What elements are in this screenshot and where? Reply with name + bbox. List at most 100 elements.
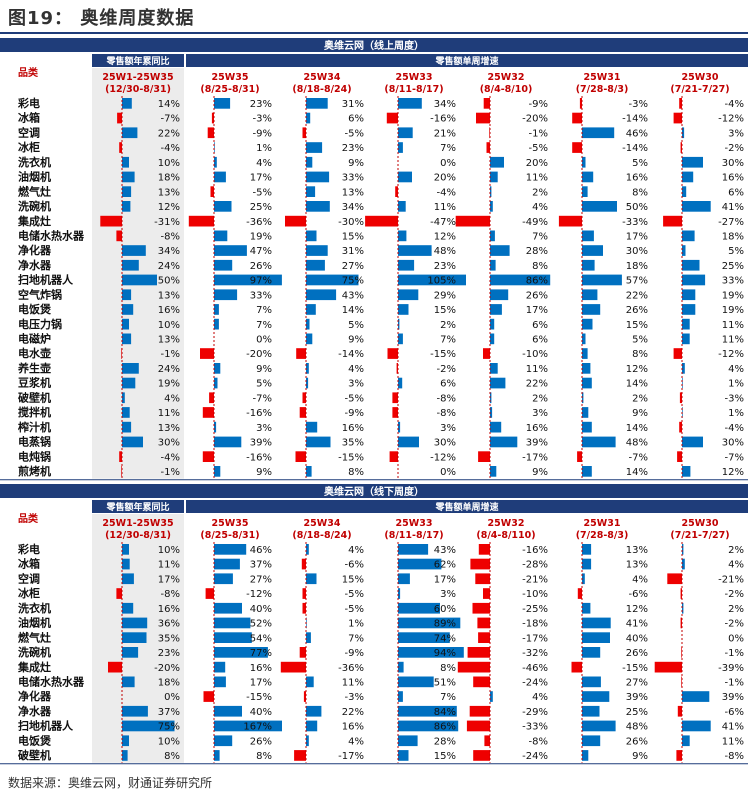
table-1-bar (306, 112, 311, 124)
table-1-value-label: -8% (437, 393, 456, 404)
table-2-value-label: 1% (348, 619, 364, 630)
table-1-value-label: 21% (434, 128, 456, 139)
table-1-bar (116, 230, 122, 242)
table-1-bar (582, 156, 586, 168)
table-2-value-label: 86% (434, 722, 456, 733)
table-1-bar (207, 127, 214, 139)
table-1-value-label: 24% (158, 261, 180, 272)
table-2-bar (122, 573, 134, 585)
table-1-value-label: 26% (526, 290, 548, 301)
table-2-bar (306, 544, 309, 555)
table-2-row-category: 集成灶 (17, 660, 51, 674)
table-1-value-label: 5% (632, 335, 648, 346)
table-1-value-label: 8% (632, 187, 648, 198)
table-2-value-label: -8% (161, 589, 180, 600)
table-1-value-label: -9% (529, 99, 548, 110)
table-1-value-label: 11% (722, 320, 744, 331)
table-2-bar (466, 720, 490, 732)
table-1-bar (682, 304, 696, 315)
table-1-value-label: -14% (622, 143, 648, 154)
table-1-value-label: 7% (532, 231, 548, 242)
table-2-value-label: 74% (434, 633, 456, 644)
table-2-bar (582, 750, 589, 761)
table-2-value-label: -6% (725, 707, 744, 718)
table-2-value-label: -15% (622, 663, 648, 674)
table-2-value-label: -39% (718, 663, 744, 674)
table-1-value-label: 31% (342, 246, 364, 257)
table-1-bar (455, 215, 490, 227)
table-2-bar (122, 735, 129, 747)
table-1-bar (306, 421, 318, 433)
table-1-value-label: 6% (532, 335, 548, 346)
table-1-bar (395, 186, 398, 197)
table-2-bar (214, 750, 220, 761)
table-1-bar (214, 436, 242, 448)
table-2-bar (122, 558, 130, 570)
table-1-bar (122, 333, 132, 345)
table-1-bar (398, 127, 413, 139)
table-1-bar (582, 407, 589, 418)
table-1-bar (682, 274, 706, 286)
table-1-row-category: 电饭煲 (18, 302, 52, 316)
table-1-value-label: -1% (161, 467, 180, 478)
table-1-col-range: (8/25-8/31) (200, 84, 259, 95)
table-1-bar (679, 392, 682, 404)
table-2-col-header: 25W34 (304, 518, 341, 529)
table-2-bar (469, 705, 490, 717)
table-2-value-label: 15% (342, 574, 364, 585)
table-1-value-label: 8% (532, 261, 548, 272)
table-1-value-label: -1% (529, 128, 548, 139)
table-1-bar (306, 186, 316, 197)
table-1-bar (306, 304, 316, 315)
table-1-value-label: 4% (728, 364, 744, 375)
table-2-bar (306, 573, 317, 585)
table-2-value-label: 11% (722, 736, 744, 747)
table-1-bar (214, 156, 217, 168)
table-1-value-label: 97% (250, 276, 272, 287)
table-2-row-category: 电储水热水器 (18, 674, 85, 688)
table-1-bar (398, 142, 403, 153)
table-1-bar (396, 363, 398, 374)
table-1-bar (682, 436, 703, 448)
table-1-value-label: -14% (622, 114, 648, 125)
table-2-value-label: 77% (250, 648, 272, 659)
table-1-bar (582, 392, 584, 404)
table-2-value-label: 52% (250, 619, 272, 630)
table-1-bar (306, 245, 328, 256)
table-1-bar (214, 377, 218, 389)
table-2-bar (294, 750, 306, 761)
table-1-bar (558, 215, 582, 227)
table-2-value-label: 51% (434, 677, 456, 688)
table-1-value-label: 13% (158, 290, 180, 301)
table-1-bar (398, 421, 401, 433)
table-1-value-label: 3% (256, 423, 272, 434)
table-1-value-label: 25% (722, 261, 744, 272)
table-2-bar (472, 602, 490, 614)
table-1-bar (490, 171, 498, 183)
table-2-value-label: -10% (522, 589, 548, 600)
table-1-group-band-2 (186, 54, 748, 67)
table-1-value-label: -4% (161, 143, 180, 154)
table-1-col-range: (8/11-8/17) (384, 84, 443, 95)
table-2-value-label: 4% (532, 692, 548, 703)
table-1-bar (490, 363, 498, 374)
table-1-bar (122, 421, 132, 433)
table-1-value-label: 17% (526, 305, 548, 316)
table-1-value-label: 10% (158, 158, 180, 169)
table-1-bar (682, 289, 696, 301)
table-1-value-label: 19% (250, 231, 272, 242)
table-1-bar (490, 377, 506, 389)
table-1-bar (306, 171, 330, 183)
table-1-row-category: 电压力锅 (18, 317, 62, 331)
table-1-value-label: 3% (440, 423, 456, 434)
table-1-value-label: 4% (164, 393, 180, 404)
table-2-bar (582, 705, 600, 717)
table-1-bar (677, 451, 682, 462)
table-2-row-category: 净化器 (18, 689, 52, 703)
table-1-value-label: 57% (626, 276, 648, 287)
table-1-bar (490, 304, 502, 315)
table-1-bar (582, 274, 622, 286)
table-1-bar (582, 171, 594, 183)
table-2-value-label: 7% (440, 692, 456, 703)
table-2-value-label: -2% (725, 589, 744, 600)
